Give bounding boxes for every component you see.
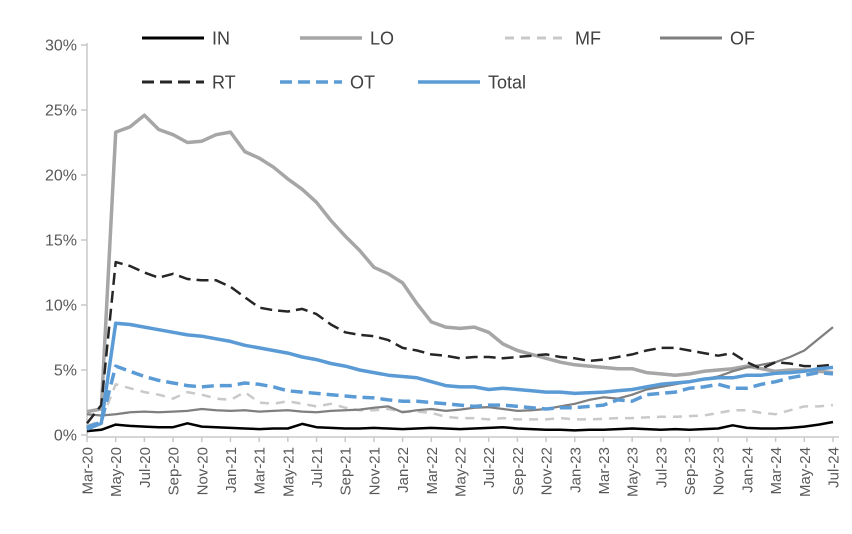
x-axis-tick-label: Nov-22 (539, 447, 556, 495)
x-axis-tick-label: Nov-21 (366, 447, 383, 495)
y-axis-tick-label: 25% (45, 103, 77, 120)
x-axis-tick-label: Jul-22 (481, 447, 498, 488)
x-axis-tick-label: Mar-22 (424, 447, 441, 495)
legend-item-OF: OF (660, 29, 755, 49)
series-line-IN (86, 420, 834, 433)
x-axis-tick-label: Sep-22 (510, 447, 527, 495)
x-axis-tick-label: May-23 (625, 447, 642, 497)
y-axis-tick-label: 10% (45, 298, 77, 315)
x-axis-tick-label: Nov-20 (194, 447, 211, 495)
legend-item-RT: RT (142, 73, 236, 93)
x-axis-tick-label: Jul-24 (826, 447, 843, 488)
x-axis-tick-label: Mar-23 (596, 447, 613, 495)
legend-label-IN: IN (212, 29, 230, 49)
x-axis-tick-label: Jul-20 (137, 447, 154, 488)
series-line-RT (86, 260, 834, 425)
x-axis-tick-label: Jan-23 (567, 447, 584, 493)
legend-item-Total: Total (418, 73, 526, 93)
legend-label-OF: OF (730, 29, 755, 49)
x-axis-tick-label: Mar-21 (252, 447, 269, 495)
y-axis-tick-label: 15% (45, 233, 77, 250)
series-line-LO (86, 113, 834, 414)
legend-label-MF: MF (575, 29, 601, 49)
y-axis-tick-label: 20% (45, 168, 77, 185)
x-axis-tick-label: Sep-23 (682, 447, 699, 495)
x-axis-tick-label: Jan-21 (223, 447, 240, 493)
legend-label-OT: OT (350, 73, 375, 93)
y-axis-tick-label: 5% (54, 363, 77, 380)
x-axis-tick-label: Jul-21 (309, 447, 326, 488)
series-line-Total (86, 321, 834, 431)
x-axis-tick-label: Jan-22 (395, 447, 412, 493)
legend-label-RT: RT (212, 73, 236, 93)
x-axis-tick-label: Nov-23 (711, 447, 728, 495)
legend-item-OT: OT (280, 73, 375, 93)
x-axis-tick-label: Mar-24 (768, 447, 785, 495)
x-axis-tick-label: Jul-23 (653, 447, 670, 488)
y-axis-tick-label: 30% (45, 38, 77, 55)
legend-item-MF: MF (505, 29, 601, 49)
x-axis-tick-label: May-21 (280, 447, 297, 497)
x-axis-tick-label: May-22 (453, 447, 470, 497)
x-axis-tick-label: May-20 (108, 447, 125, 497)
y-axis-tick-label: 0% (54, 428, 77, 445)
series-line-OT (86, 364, 834, 429)
legend-item-LO: LO (300, 29, 394, 49)
x-axis-tick-label: Mar-20 (80, 447, 97, 495)
legend-label-Total: Total (488, 73, 526, 93)
x-axis-tick-label: Sep-20 (166, 447, 183, 495)
x-axis-tick-label: Jan-24 (739, 447, 756, 493)
legend-item-IN: IN (142, 29, 230, 49)
x-axis-tick-label: Sep-21 (338, 447, 355, 495)
legend-label-LO: LO (370, 29, 394, 49)
series-line-MF (86, 383, 834, 428)
x-axis-tick-label: May-24 (797, 447, 814, 497)
